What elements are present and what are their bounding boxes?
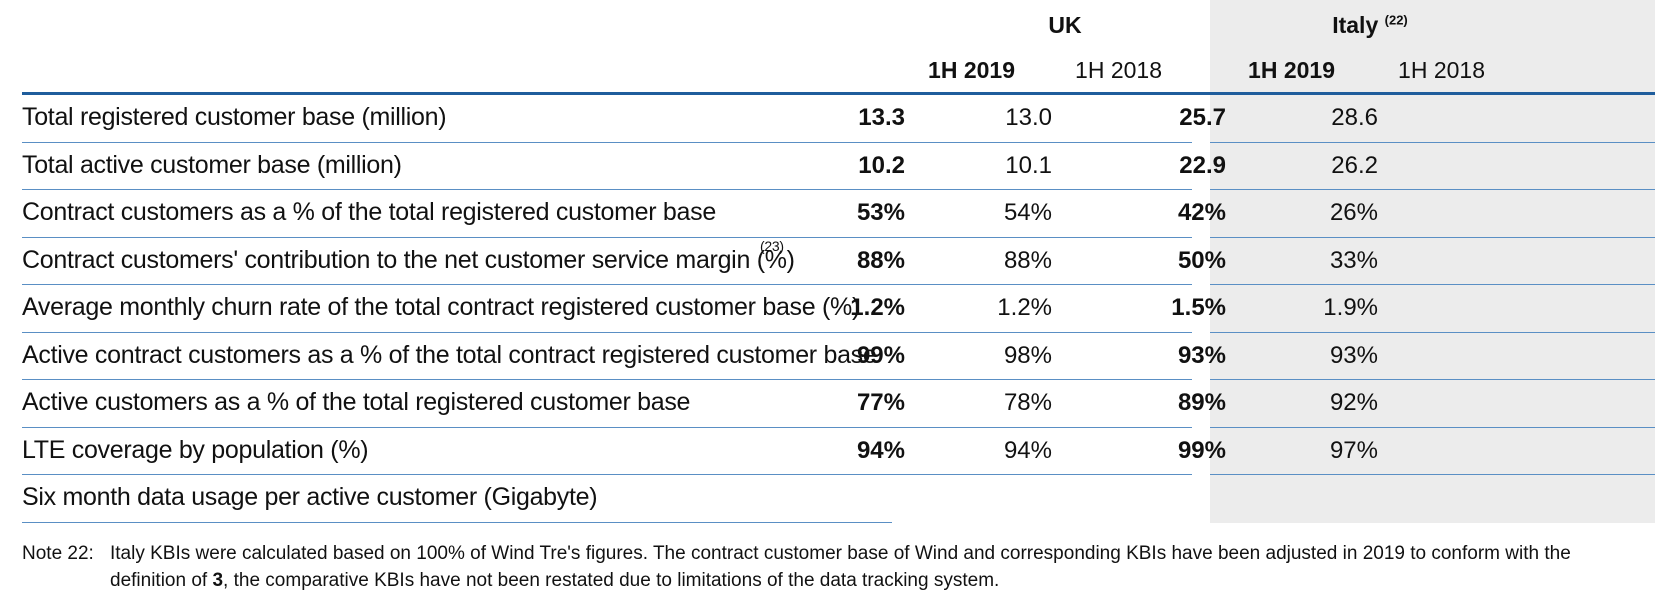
italy-1h2019-value: 22.9 (1179, 151, 1226, 179)
italy-1h2019-value: 89% (1177, 389, 1226, 416)
uk-1h2018-value: 54% (1003, 199, 1052, 226)
italy-1h2019-value: 1.5% (1171, 294, 1226, 321)
italy-1h2019-value: 25.7 (1179, 104, 1226, 131)
italy-1h2018-value: 33% (1329, 246, 1378, 274)
row-divider-italy (1210, 189, 1655, 190)
row-divider (22, 426, 1192, 428)
note-text: Italy KBIs were calculated based on 100%… (110, 543, 1571, 591)
italy-1h2018-value: 26% (1329, 199, 1378, 226)
uk-1h2019-value: 1.2% (850, 294, 905, 321)
group-header-uk: UK (1048, 12, 1082, 38)
row-label: Total active customer base (million) (22, 150, 402, 179)
italy-1h2018-value: 26.2 (1331, 151, 1378, 179)
table-row: Average monthly churn rate of the total … (0, 285, 1655, 333)
row-divider (22, 521, 892, 523)
row-divider-italy (1210, 474, 1655, 475)
table-row: Contract customers as a % of the total r… (0, 190, 1655, 238)
italy-1h2018-value: 92% (1329, 389, 1378, 416)
row-label: Active customers as a % of the total reg… (22, 388, 691, 416)
row-divider (22, 474, 1192, 475)
table-row: Six month data usage per active customer… (0, 475, 1655, 523)
uk-1h2019-value: 88% (856, 246, 905, 274)
row-divider (22, 236, 1192, 238)
table-row: Total active customer base (million) 10.2… (0, 143, 1655, 191)
uk-1h2018-value: 78% (1003, 389, 1052, 416)
table-row: Active customers as a % of the total reg… (0, 380, 1655, 428)
footnote-ref: (22) (1384, 12, 1408, 28)
uk-1h2019-value: 10.2 (858, 151, 905, 179)
italy-1h2019-value: 50% (1177, 246, 1226, 274)
italy-1h2019-value: 42% (1177, 199, 1226, 226)
row-label: Total registered customer base (million) (22, 103, 447, 131)
row-divider-italy (1210, 284, 1655, 285)
uk-1h2018-value: 88% (1003, 246, 1052, 274)
uk-1h2018-value: 10.1 (1005, 151, 1052, 179)
period-header-italy-2019: 1H 2019 (1248, 57, 1335, 83)
italy-1h2018-value: 93% (1329, 341, 1378, 369)
row-divider-italy (1210, 426, 1655, 428)
table-row: Active contract customers as a % of the … (0, 333, 1655, 381)
italy-1h2018-value: 1.9% (1323, 294, 1378, 321)
table-row: Total registered customer base (million)… (0, 95, 1655, 143)
row-label: Six month data usage per active customer… (22, 483, 598, 511)
row-divider (22, 284, 1192, 285)
uk-1h2019-value: 53% (856, 199, 905, 226)
row-label: Active contract customers as a % of the … (22, 340, 877, 369)
row-divider-italy (1210, 141, 1655, 143)
italy-column-background (1210, 0, 1655, 523)
header-rule (22, 92, 1655, 95)
row-label: LTE coverage by population (%) (22, 435, 369, 464)
table-row: LTE coverage by population (%) 94% 94% 99% 9… (0, 428, 1655, 476)
row-divider-italy (1210, 236, 1655, 238)
row-divider (22, 331, 1192, 333)
footnote-ref: (23) (760, 237, 784, 254)
uk-1h2019-value: 94% (856, 436, 905, 464)
uk-1h2018-value: 98% (1003, 341, 1052, 369)
italy-1h2018-value: 28.6 (1331, 104, 1378, 131)
row-divider-italy (1210, 331, 1655, 333)
row-divider (22, 141, 1192, 143)
row-label: Contract customers as a % of the total r… (22, 198, 716, 226)
note-label: Note 22: (22, 543, 94, 564)
uk-1h2018-value: 13.0 (1005, 104, 1052, 131)
uk-1h2019-value: 13.3 (858, 104, 905, 131)
italy-1h2019-value: 93% (1177, 341, 1226, 369)
group-header-italy: Italy (22) (1332, 12, 1408, 38)
period-header-italy-2018: 1H 2018 (1398, 57, 1485, 83)
uk-1h2018-value: 94% (1003, 436, 1052, 464)
row-label: Contract customers' contribution to the … (22, 245, 795, 274)
table-row: Contract customers' contribution to the … (0, 238, 1655, 286)
row-label: Average monthly churn rate of the total … (22, 293, 860, 321)
uk-1h2019-value: 77% (856, 389, 905, 416)
uk-1h2018-value: 1.2% (997, 294, 1052, 321)
period-header-uk-2019: 1H 2019 (928, 57, 1015, 83)
row-divider (22, 379, 1192, 380)
italy-1h2019-value: 99% (1177, 436, 1226, 464)
italy-1h2018-value: 97% (1329, 436, 1378, 464)
row-divider (22, 189, 1192, 190)
row-divider-italy (1210, 379, 1655, 380)
uk-1h2019-value: 99% (856, 341, 905, 369)
period-header-uk-2018: 1H 2018 (1075, 57, 1162, 83)
